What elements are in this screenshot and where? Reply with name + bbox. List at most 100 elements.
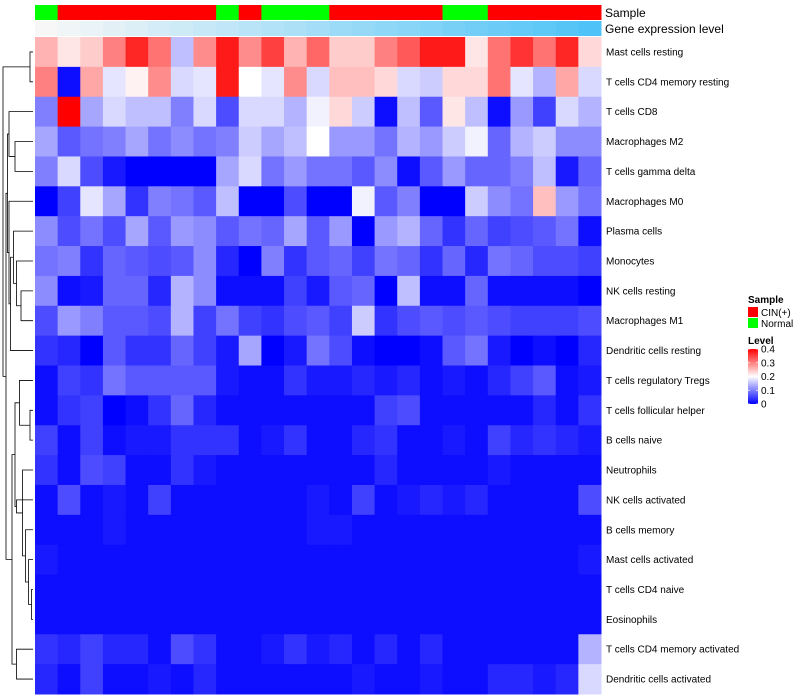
heatmap-cell (57, 246, 81, 277)
heatmap-cell (419, 484, 444, 516)
heatmap-cell (578, 455, 602, 486)
heatmap-cell (374, 216, 398, 247)
heatmap-cell (102, 365, 127, 396)
heatmap-cell (306, 664, 330, 695)
heatmap-cell (329, 156, 353, 187)
heatmap-cell (578, 544, 602, 576)
heatmap-cell (578, 425, 602, 456)
heatmap-cell (397, 275, 421, 307)
heatmap-cell (170, 634, 194, 665)
heatmap-cell (35, 305, 59, 337)
heatmap-cell (57, 156, 81, 187)
heatmap-cell (442, 365, 466, 396)
heatmap-cell (533, 604, 557, 635)
heatmap-cell (487, 156, 511, 187)
heatmap-cell (329, 574, 353, 605)
heatmap-cell (555, 634, 579, 665)
heatmap-cell (533, 96, 557, 128)
heatmap-cell (374, 634, 398, 665)
heatmap-cell (284, 634, 308, 665)
heatmap-cell (397, 335, 421, 366)
heatmap-cell (329, 186, 353, 217)
dendrogram-branch (16, 499, 33, 514)
heatmap-cell (216, 484, 240, 516)
legend-tick-label: 0.4 (761, 345, 775, 356)
heatmap-cell (374, 514, 398, 546)
heatmap-cell (510, 664, 534, 695)
heatmap-cell (329, 604, 353, 635)
heatmap-cell (533, 395, 557, 426)
heatmap-cell (284, 425, 308, 456)
heatmap-cell (148, 37, 172, 68)
heatmap-cell (238, 126, 262, 157)
heatmap-cell (148, 395, 172, 426)
track-0-cell-9 (238, 5, 262, 20)
heatmap-cell (216, 66, 240, 98)
heatmap-cell (351, 395, 376, 426)
heatmap-cell (35, 514, 59, 546)
heatmap-cell (284, 484, 308, 516)
heatmap-cell (80, 37, 104, 68)
heatmap-cell (57, 275, 81, 307)
heatmap-cell (35, 604, 59, 635)
heatmap-cell (193, 246, 217, 277)
heatmap-cell (578, 275, 602, 307)
track-0-cell-23 (555, 5, 579, 20)
heatmap-cell (442, 246, 466, 277)
heatmap-cell (261, 156, 285, 187)
heatmap-cell (578, 216, 602, 247)
heatmap-cell (329, 395, 353, 426)
heatmap-cell (284, 246, 308, 277)
heatmap-cell (578, 514, 602, 546)
heatmap-cell (487, 664, 511, 695)
annotation-tracks (35, 5, 602, 36)
heatmap-cell (80, 455, 104, 486)
row-dendrogram (2, 51, 33, 680)
heatmap-cell (351, 425, 376, 456)
heatmap-cell (102, 395, 127, 426)
heatmap-cell (374, 544, 398, 576)
heatmap-cell (465, 544, 489, 576)
heatmap-cell (238, 664, 262, 695)
heatmap-cell (374, 305, 398, 337)
legend-tick-label: 0.3 (761, 358, 775, 369)
heatmap-cell (57, 395, 81, 426)
heatmap-cell (102, 216, 127, 247)
heatmap-cell (35, 246, 59, 277)
legend-swatch-normal (748, 318, 758, 328)
heatmap-cell (465, 574, 489, 605)
heatmap-cell (57, 544, 81, 576)
heatmap-cell (80, 186, 104, 217)
heatmap-cell (578, 305, 602, 337)
heatmap-cell (125, 156, 149, 187)
heatmap-cell (533, 186, 557, 217)
row-label: Macrophages M1 (606, 316, 684, 327)
legend: Sample CIN(+) Normal Level 0.4 0.3 0.2 0.1 0 (748, 295, 793, 411)
heatmap-cell (374, 484, 398, 516)
heatmap-cell (238, 96, 262, 128)
heatmap-cell (397, 37, 421, 68)
heatmap-cell (102, 186, 127, 217)
heatmap-cell (374, 664, 398, 695)
heatmap-cell (193, 425, 217, 456)
heatmap-cell (397, 126, 421, 157)
heatmap-cell (487, 186, 511, 217)
heatmap-cell (465, 37, 489, 68)
heatmap-cell (35, 664, 59, 695)
heatmap-cell (57, 574, 81, 605)
track-0-cell-2 (80, 5, 104, 20)
track-0-cell-8 (216, 5, 240, 20)
heatmap-cell (102, 544, 127, 576)
heatmap-cell (102, 514, 127, 546)
heatmap-cell (102, 425, 127, 456)
heatmap-cell (306, 455, 330, 486)
row-label: Mast cells activated (606, 555, 693, 566)
row-label: T cells gamma delta (606, 167, 696, 178)
heatmap-cell (510, 455, 534, 486)
heatmap-cell (578, 156, 602, 187)
heatmap-cell (329, 275, 353, 307)
heatmap-cell (419, 186, 444, 217)
heatmap-cell (148, 634, 172, 665)
heatmap-cell (487, 126, 511, 157)
heatmap-cell (329, 455, 353, 486)
